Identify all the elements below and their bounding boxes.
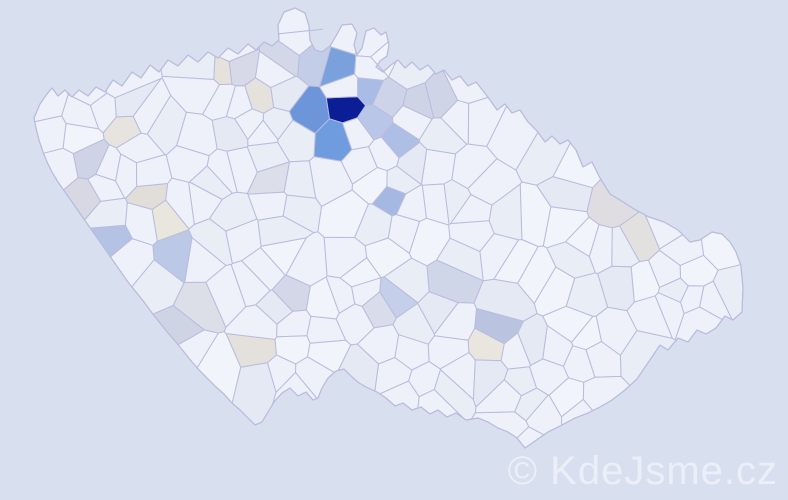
district-region[interactable] xyxy=(267,354,297,393)
district-region[interactable] xyxy=(351,167,388,205)
district-region[interactable] xyxy=(34,115,67,154)
district-region[interactable] xyxy=(488,183,523,241)
district-region[interactable] xyxy=(588,224,613,275)
district-region[interactable] xyxy=(396,141,428,186)
district-region[interactable] xyxy=(124,202,158,246)
district-region[interactable] xyxy=(394,334,430,371)
district-region[interactable] xyxy=(114,78,162,118)
district-region[interactable] xyxy=(188,218,233,266)
district-region[interactable] xyxy=(188,181,223,225)
district-region[interactable] xyxy=(305,276,340,320)
district-region[interactable] xyxy=(517,313,548,366)
district-region[interactable] xyxy=(87,173,126,202)
district-region[interactable] xyxy=(160,51,216,80)
district-region[interactable] xyxy=(472,359,509,408)
district-region[interactable] xyxy=(436,237,484,282)
district-region[interactable] xyxy=(223,304,278,340)
country-border xyxy=(33,7,744,449)
district-region[interactable] xyxy=(247,119,279,147)
district-region[interactable] xyxy=(582,375,631,412)
district-region[interactable] xyxy=(340,146,378,185)
district-region[interactable] xyxy=(517,245,557,304)
district-region[interactable] xyxy=(211,116,249,152)
district-region[interactable] xyxy=(257,215,315,247)
district-region[interactable] xyxy=(386,165,422,195)
district-region[interactable] xyxy=(364,237,412,278)
district-region[interactable] xyxy=(354,55,389,81)
district-region[interactable] xyxy=(392,105,433,141)
district-region[interactable] xyxy=(514,387,549,422)
district-region[interactable] xyxy=(319,73,359,99)
